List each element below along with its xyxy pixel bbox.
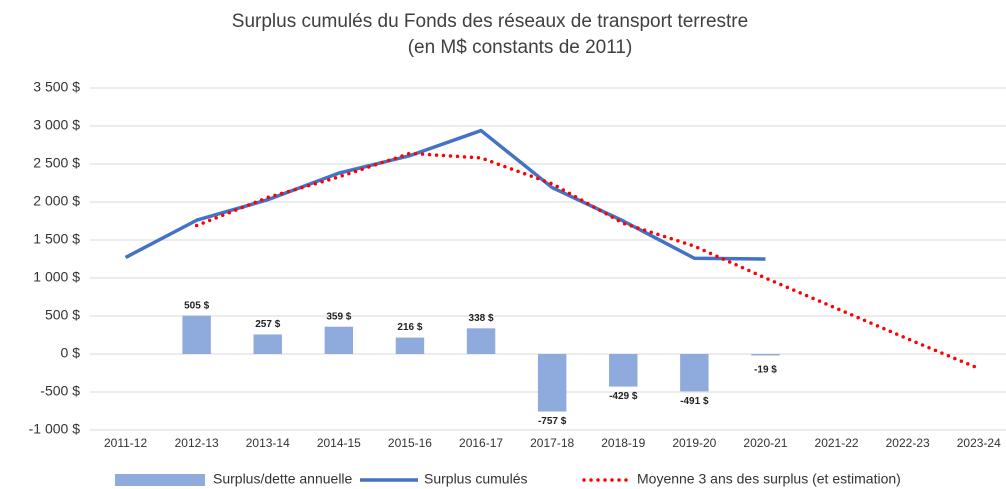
chart-subtitle: (en M$ constants de 2011): [408, 37, 633, 58]
bar: [609, 354, 638, 387]
bar: [253, 334, 282, 354]
legend-label: Surplus/dette annuelle: [213, 471, 353, 487]
y-tick-label: 500 $: [45, 307, 80, 323]
y-tick-label: 0 $: [61, 345, 81, 361]
y-tick-label: 3 000 $: [33, 117, 80, 133]
x-tick-label: 2012-13: [175, 436, 219, 450]
y-tick-label: 2 500 $: [33, 155, 80, 171]
x-tick-label: 2011-12: [104, 436, 147, 450]
data-label: -429 $: [609, 391, 638, 402]
y-tick-label: 1 500 $: [33, 231, 80, 247]
x-tick-label: 2015-16: [388, 436, 432, 450]
x-tick-label: 2020-21: [743, 436, 787, 450]
x-tick-label: 2022-23: [886, 436, 930, 450]
bar: [395, 337, 425, 354]
x-tick-label: 2014-15: [317, 436, 361, 450]
legend-label: Moyenne 3 ans des surplus (et estimation…: [637, 471, 901, 487]
legend-label: Surplus cumulés: [424, 471, 528, 487]
x-tick-label: 2013-14: [246, 436, 290, 450]
bar: [751, 354, 780, 356]
x-tick-label: 2018-19: [601, 436, 645, 450]
line: [124, 128, 766, 261]
data-label: -491 $: [680, 396, 709, 407]
x-tick-label: 2016-17: [459, 436, 503, 450]
data-label: -19 $: [754, 365, 777, 376]
legend-swatch: [115, 474, 205, 486]
bar: [680, 354, 709, 392]
bar: [537, 354, 567, 412]
y-tick-label: 1 000 $: [33, 269, 80, 285]
bar: [182, 315, 211, 354]
data-label: 338 $: [469, 313, 494, 324]
data-label: 257 $: [255, 319, 280, 330]
bar: [324, 326, 354, 354]
y-tick-label: 3 500 $: [33, 79, 80, 95]
x-tick-label: 2017-18: [530, 436, 574, 450]
line: [194, 151, 981, 371]
data-label: 505 $: [184, 300, 209, 311]
chart-title: Surplus cumulés du Fonds des réseaux de …: [232, 11, 748, 32]
bar: [466, 328, 496, 354]
data-label: -757 $: [538, 416, 567, 427]
x-tick-label: 2019-20: [672, 436, 716, 450]
data-label: 216 $: [397, 322, 422, 333]
y-tick-label: 2 000 $: [33, 193, 80, 209]
y-tick-label: -1 000 $: [29, 421, 81, 437]
data-label: 359 $: [326, 311, 351, 322]
x-tick-label: 2023-24: [957, 436, 1001, 450]
x-tick-label: 2021-22: [815, 436, 859, 450]
y-tick-label: -500 $: [40, 383, 80, 399]
